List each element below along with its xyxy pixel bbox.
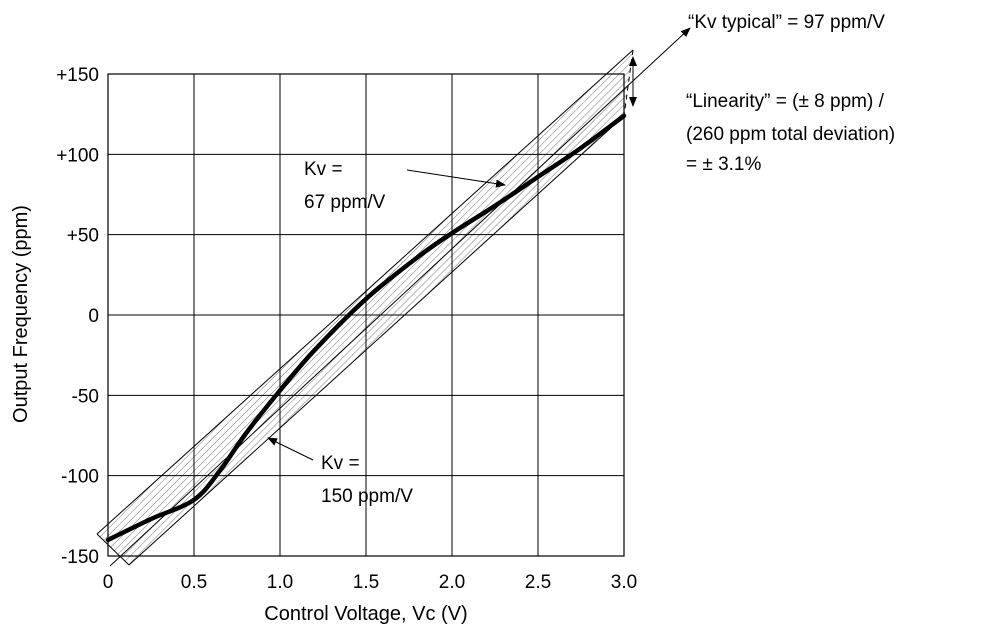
kv-upper-label-line1: Kv = xyxy=(304,159,343,180)
kv-lower-label-line2: 150 ppm/V xyxy=(321,486,413,507)
kv-typical-label: “Kv typical” = 97 ppm/V xyxy=(688,12,885,33)
plot-frame xyxy=(107,73,625,557)
series-line xyxy=(105,113,627,543)
x-tick-label: 0 xyxy=(103,572,114,593)
x-tick-label: 2.5 xyxy=(525,572,551,593)
y-tick-label: +150 xyxy=(56,65,99,86)
x-tick-labels: 0 0.5 1.0 1.5 2.0 2.5 3.0 xyxy=(103,572,638,593)
band-start-cap xyxy=(96,533,130,566)
x-tick-label: 3.0 xyxy=(611,572,637,593)
band-lower-line xyxy=(128,115,625,566)
linearity-label-line3: = ± 3.1% xyxy=(686,154,761,175)
kv-typical-arrow xyxy=(109,27,691,567)
x-axis-label: Control Voltage, Vc (V) xyxy=(264,603,467,625)
y-tick-label: -150 xyxy=(61,547,99,568)
y-tick-label: -100 xyxy=(61,467,99,488)
y-tick-label: +100 xyxy=(56,145,99,166)
kv-upper-leader xyxy=(406,169,506,188)
linearity-label-line2: (260 ppm total deviation) xyxy=(686,124,895,145)
kv-lower-label-line1: Kv = xyxy=(321,453,360,474)
y-tick-label: +50 xyxy=(67,226,99,247)
x-tick-label: 0.5 xyxy=(181,572,207,593)
x-tick-label: 2.0 xyxy=(439,572,465,593)
y-tick-label: 0 xyxy=(88,306,99,327)
kv-upper-label-line2: 67 ppm/V xyxy=(304,192,386,213)
x-tick-label: 1.0 xyxy=(267,572,293,593)
grid xyxy=(108,74,624,556)
linearity-band xyxy=(97,50,633,565)
x-tick-label: 1.5 xyxy=(353,572,379,593)
band-upper-line xyxy=(96,49,634,535)
linearity-label-line1: “Linearity” = (± 8 ppm) / xyxy=(686,91,885,112)
y-tick-label: -50 xyxy=(72,386,99,407)
kv-lower-leader xyxy=(267,437,314,461)
y-axis-label: Output Frequency (ppm) xyxy=(10,205,32,423)
y-tick-labels: +150 +100 +50 0 -50 -100 -150 xyxy=(56,65,99,568)
